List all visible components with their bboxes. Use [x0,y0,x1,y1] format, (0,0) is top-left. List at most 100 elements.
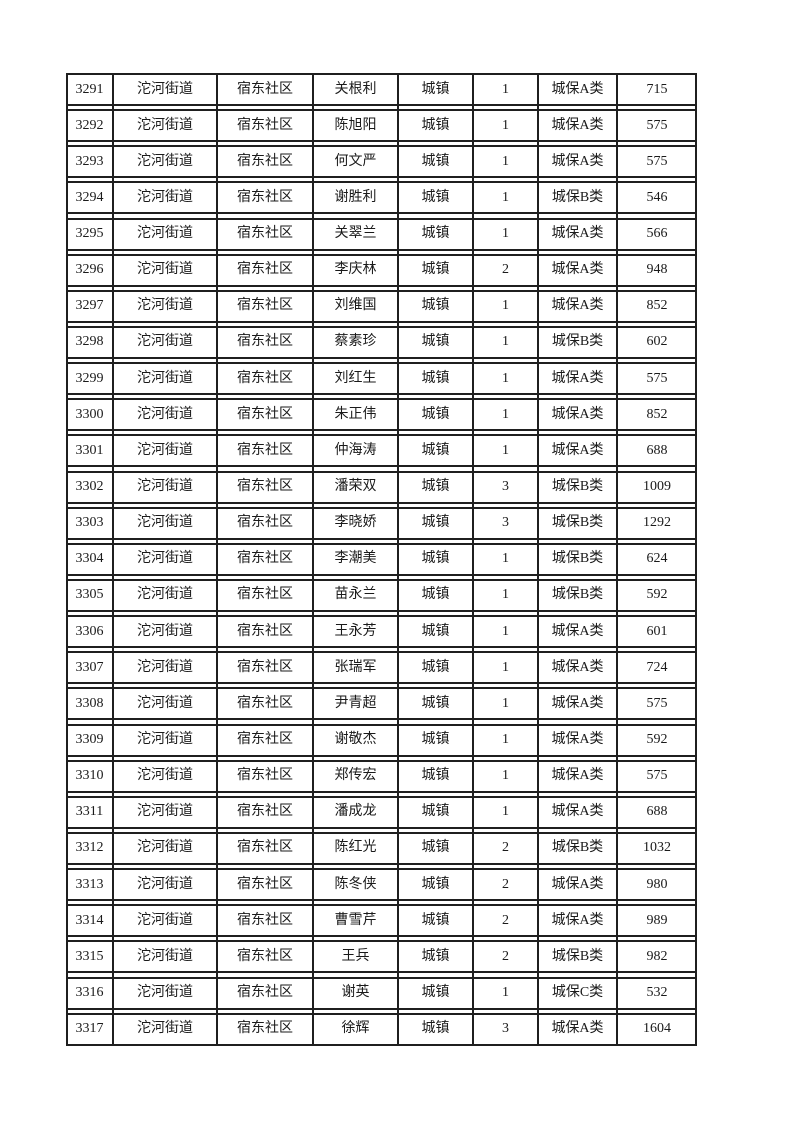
community-cell: 宿东社区 [237,515,293,531]
table-row: 3310 沱河街道 宿东社区 郑传宏 城镇 1 城保A类 575 [66,759,697,793]
table-row: 3292 沱河街道 宿东社区 陈旭阳 城镇 1 城保A类 575 [66,109,697,143]
street-cell: 沱河街道 [137,659,193,675]
category-cell: 城保B类 [551,334,604,350]
serial-cell: 3315 [75,948,104,964]
serial-cell: 3298 [75,334,104,350]
community-cell: 宿东社区 [237,551,293,567]
category-cell: 城保A类 [551,876,604,892]
table-row: 3305 沱河街道 宿东社区 苗永兰 城镇 1 城保B类 592 [66,578,697,612]
table-row: 3302 沱河街道 宿东社区 潘荣双 城镇 3 城保B类 1009 [66,470,697,504]
street-cell: 沱河街道 [137,768,193,784]
community-cell: 宿东社区 [237,768,293,784]
name-cell: 谢胜利 [334,189,377,205]
amount-cell: 566 [646,226,668,242]
community-cell: 宿东社区 [237,948,293,964]
community-cell: 宿东社区 [237,117,293,133]
name-cell: 李晓娇 [334,515,377,531]
category-cell: 城保A类 [551,81,604,97]
amount-cell: 948 [646,262,668,278]
serial-cell: 3299 [75,370,104,386]
serial-cell: 3302 [75,479,104,495]
name-cell: 曹雪芹 [334,912,377,928]
serial-cell: 3303 [75,515,104,531]
category-cell: 城保A类 [551,298,604,314]
table-row: 3312 沱河街道 宿东社区 陈红光 城镇 2 城保B类 1032 [66,831,697,865]
type-cell: 城镇 [421,912,450,928]
name-cell: 潘成龙 [334,804,377,820]
type-cell: 城镇 [421,623,450,639]
category-cell: 城保A类 [551,262,604,278]
street-cell: 沱河街道 [137,804,193,820]
community-cell: 宿东社区 [237,695,293,711]
amount-cell: 602 [646,334,668,350]
serial-cell: 3307 [75,659,104,675]
street-cell: 沱河街道 [137,912,193,928]
serial-cell: 3300 [75,406,104,422]
name-cell: 陈旭阳 [334,117,377,133]
name-cell: 王兵 [341,948,370,964]
community-cell: 宿东社区 [237,587,293,603]
amount-cell: 688 [646,804,668,820]
street-cell: 沱河街道 [137,840,193,856]
type-cell: 城镇 [421,189,450,205]
category-cell: 城保A类 [551,442,604,458]
category-cell: 城保A类 [551,1021,604,1037]
serial-cell: 3295 [75,226,104,242]
table-row: 3295 沱河街道 宿东社区 关翠兰 城镇 1 城保A类 566 [66,217,697,251]
table-row: 3316 沱河街道 宿东社区 谢英 城镇 1 城保C类 532 [66,976,697,1010]
amount-cell: 592 [646,732,668,748]
type-cell: 城镇 [421,226,450,242]
type-cell: 城镇 [421,985,450,1001]
amount-cell: 601 [646,623,668,639]
count-cell: 1 [502,695,509,711]
amount-cell: 575 [646,153,668,169]
community-cell: 宿东社区 [237,262,293,278]
count-cell: 2 [502,262,509,278]
count-cell: 1 [502,117,509,133]
name-cell: 关翠兰 [334,226,377,242]
serial-cell: 3301 [75,442,104,458]
name-cell: 仲海涛 [334,442,377,458]
category-cell: 城保C类 [551,985,604,1001]
name-cell: 李庆林 [334,262,377,278]
type-cell: 城镇 [421,659,450,675]
category-cell: 城保B类 [551,551,604,567]
count-cell: 1 [502,406,509,422]
street-cell: 沱河街道 [137,515,193,531]
serial-cell: 3296 [75,262,104,278]
table-row: 3317 沱河街道 宿东社区 徐辉 城镇 3 城保A类 1604 [66,1012,697,1046]
amount-cell: 575 [646,370,668,386]
table-row: 3309 沱河街道 宿东社区 谢敬杰 城镇 1 城保A类 592 [66,723,697,757]
category-cell: 城保A类 [551,406,604,422]
type-cell: 城镇 [421,117,450,133]
category-cell: 城保A类 [551,732,604,748]
table-row: 3306 沱河街道 宿东社区 王永芳 城镇 1 城保A类 601 [66,615,697,649]
name-cell: 谢英 [341,985,370,1001]
table-row: 3303 沱河街道 宿东社区 李晓娇 城镇 3 城保B类 1292 [66,506,697,540]
count-cell: 1 [502,804,509,820]
type-cell: 城镇 [421,153,450,169]
count-cell: 3 [502,479,509,495]
community-cell: 宿东社区 [237,623,293,639]
category-cell: 城保A类 [551,659,604,675]
category-cell: 城保B类 [551,587,604,603]
type-cell: 城镇 [421,370,450,386]
count-cell: 2 [502,840,509,856]
serial-cell: 3310 [75,768,104,784]
serial-cell: 3311 [75,804,104,820]
community-cell: 宿东社区 [237,876,293,892]
table-row: 3314 沱河街道 宿东社区 曹雪芹 城镇 2 城保A类 989 [66,904,697,938]
category-cell: 城保B类 [551,515,604,531]
category-cell: 城保A类 [551,226,604,242]
street-cell: 沱河街道 [137,1021,193,1037]
table-row: 3298 沱河街道 宿东社区 蔡素珍 城镇 1 城保B类 602 [66,325,697,359]
amount-cell: 1292 [643,515,671,531]
amount-cell: 624 [646,551,668,567]
count-cell: 2 [502,912,509,928]
serial-cell: 3312 [75,840,104,856]
type-cell: 城镇 [421,81,450,97]
category-cell: 城保A类 [551,117,604,133]
name-cell: 苗永兰 [334,587,377,603]
street-cell: 沱河街道 [137,985,193,1001]
